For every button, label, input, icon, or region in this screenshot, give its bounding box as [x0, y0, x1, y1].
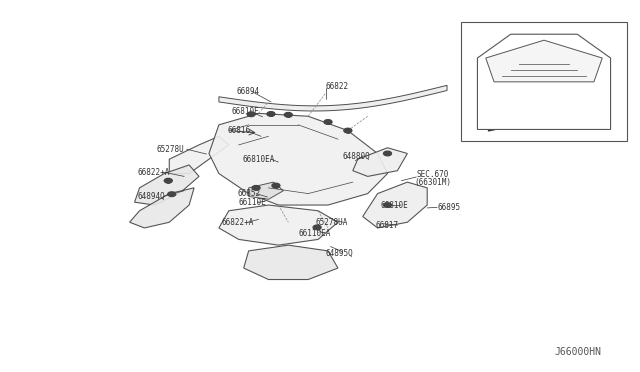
Circle shape — [267, 112, 275, 116]
Polygon shape — [249, 182, 284, 199]
Polygon shape — [353, 148, 408, 176]
Circle shape — [324, 120, 332, 124]
Polygon shape — [244, 245, 338, 279]
Text: J66000HN: J66000HN — [555, 347, 602, 357]
Text: 64895Q: 64895Q — [326, 249, 353, 258]
Text: 66852: 66852 — [237, 189, 261, 198]
Circle shape — [383, 203, 392, 207]
Text: 66110E: 66110E — [239, 198, 266, 207]
Polygon shape — [486, 40, 602, 82]
Polygon shape — [477, 34, 611, 129]
Text: 65278UA: 65278UA — [316, 218, 348, 227]
Text: 66822+A: 66822+A — [221, 218, 253, 227]
Polygon shape — [129, 188, 194, 228]
Text: 66817: 66817 — [375, 221, 398, 230]
Text: 64894Q: 64894Q — [137, 192, 164, 201]
Circle shape — [272, 183, 280, 188]
Text: SEC.670: SEC.670 — [416, 170, 449, 179]
Circle shape — [383, 151, 392, 156]
Polygon shape — [219, 85, 447, 111]
Text: 64880Q: 64880Q — [343, 152, 371, 161]
Text: 65278U: 65278U — [157, 145, 184, 154]
Circle shape — [247, 112, 255, 116]
Polygon shape — [134, 165, 199, 205]
Text: 66810E: 66810E — [380, 201, 408, 209]
Text: 66895: 66895 — [437, 203, 460, 212]
Circle shape — [344, 128, 352, 133]
Circle shape — [164, 179, 172, 183]
Circle shape — [284, 112, 292, 117]
Text: 66822: 66822 — [326, 82, 349, 91]
Text: 66110EA: 66110EA — [298, 229, 331, 238]
Text: 66810E: 66810E — [231, 108, 259, 116]
Text: 66894: 66894 — [236, 87, 259, 96]
Polygon shape — [169, 136, 229, 173]
Text: 66822+A: 66822+A — [137, 168, 170, 177]
Polygon shape — [219, 205, 338, 245]
Text: 66810EA: 66810EA — [243, 155, 275, 164]
Circle shape — [252, 186, 260, 190]
Polygon shape — [363, 182, 428, 228]
Text: 66816: 66816 — [228, 126, 251, 135]
Text: (66301M): (66301M) — [415, 178, 452, 187]
Polygon shape — [209, 113, 388, 205]
Circle shape — [168, 192, 176, 196]
Circle shape — [313, 225, 321, 230]
